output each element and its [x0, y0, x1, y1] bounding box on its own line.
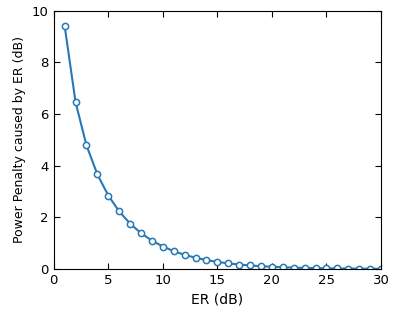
Y-axis label: Power Penalty caused by ER (dB): Power Penalty caused by ER (dB) [13, 36, 26, 243]
X-axis label: ER (dB): ER (dB) [191, 292, 243, 306]
